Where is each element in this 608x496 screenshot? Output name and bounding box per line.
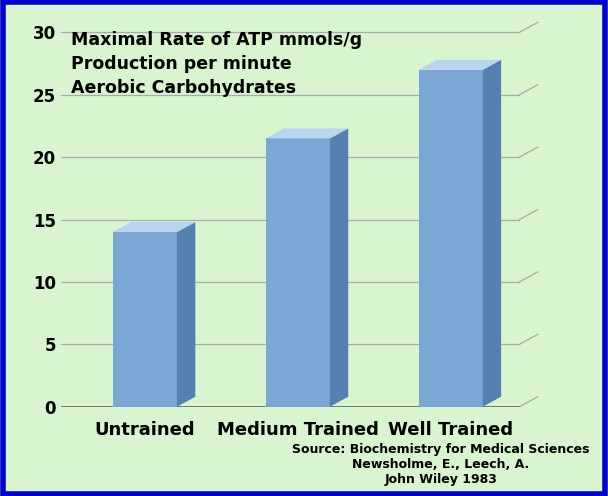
Polygon shape bbox=[112, 222, 195, 232]
Text: Source: Biochemistry for Medical Sciences
Newsholme, E., Leech, A.
John Wiley 19: Source: Biochemistry for Medical Science… bbox=[292, 443, 590, 486]
Polygon shape bbox=[266, 138, 330, 407]
Polygon shape bbox=[177, 222, 195, 407]
Polygon shape bbox=[330, 128, 348, 407]
Polygon shape bbox=[112, 232, 177, 407]
Polygon shape bbox=[418, 70, 483, 407]
Polygon shape bbox=[266, 128, 348, 138]
Polygon shape bbox=[483, 60, 501, 407]
Text: Maximal Rate of ATP mmols/g
Production per minute
Aerobic Carbohydrates: Maximal Rate of ATP mmols/g Production p… bbox=[71, 31, 362, 97]
Polygon shape bbox=[418, 60, 501, 70]
